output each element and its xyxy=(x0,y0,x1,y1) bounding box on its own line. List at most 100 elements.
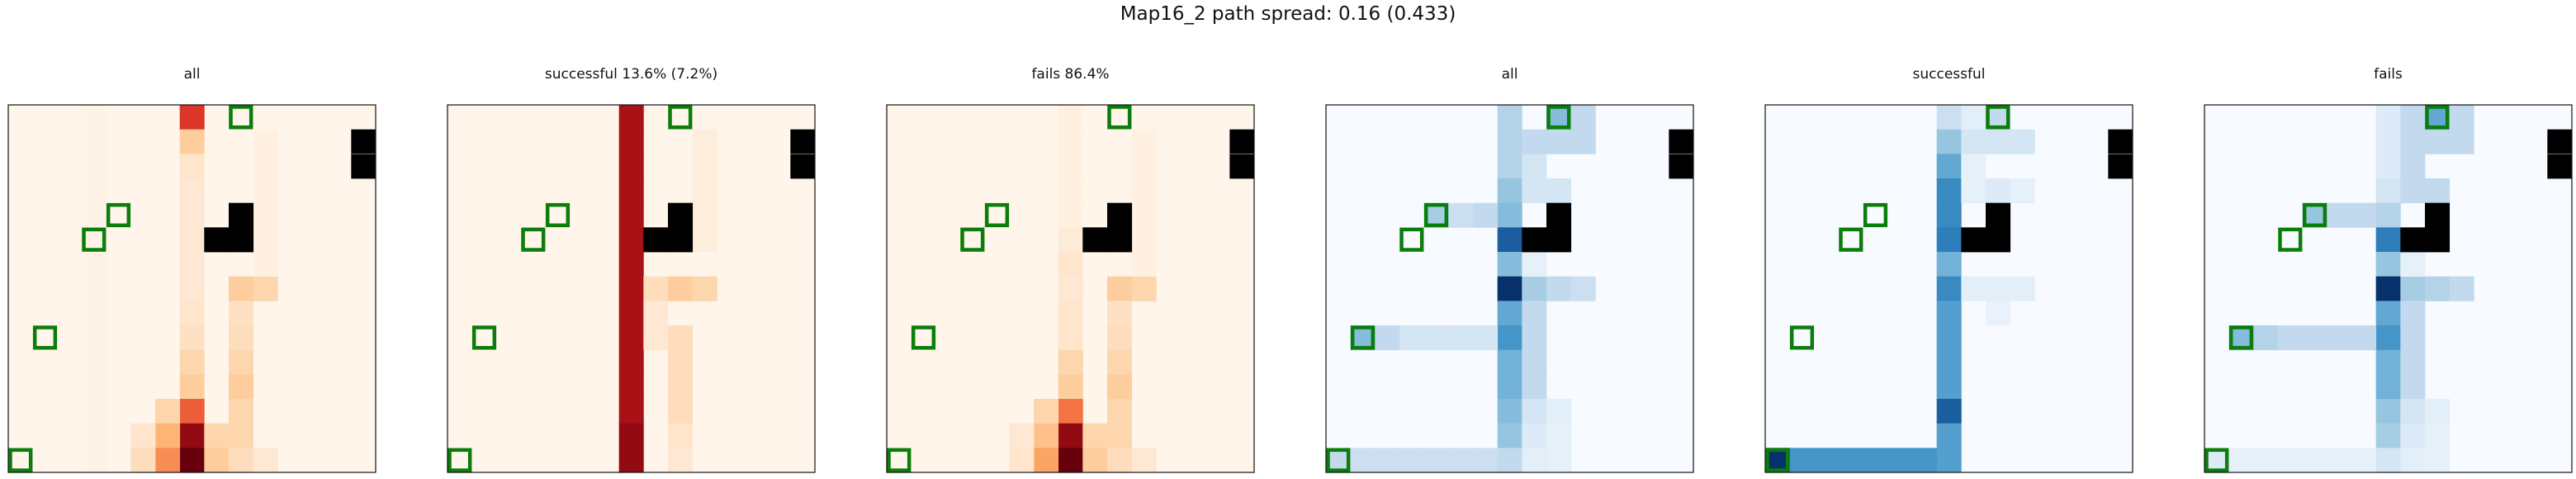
heat-cell xyxy=(1058,374,1083,400)
heat-cell xyxy=(1986,178,2011,204)
heat-cell xyxy=(1107,301,1133,326)
heat-cell xyxy=(1936,154,1962,179)
heat-cell xyxy=(179,399,205,424)
heat-cell xyxy=(1497,129,1522,154)
goal-marker xyxy=(1107,105,1132,130)
panel-1 xyxy=(7,104,376,473)
heat-cell xyxy=(2425,399,2451,424)
heat-cell xyxy=(1986,301,2011,326)
heat-cell xyxy=(1034,399,1059,424)
heat-cell xyxy=(692,202,717,228)
wall-cell xyxy=(1082,227,1108,253)
heat-cell xyxy=(1522,349,1547,375)
heat-cell xyxy=(82,399,107,424)
heat-cell xyxy=(1497,227,1522,253)
heat-cell xyxy=(253,227,278,253)
heat-cell xyxy=(618,252,644,277)
heat-cell xyxy=(1058,178,1083,204)
heat-cell xyxy=(1058,448,1083,473)
heat-cell xyxy=(1936,349,1962,375)
heat-cell xyxy=(179,227,205,253)
heat-cell xyxy=(1522,374,1547,400)
heat-cell xyxy=(130,423,156,448)
goal-marker xyxy=(545,202,571,228)
heat-cell xyxy=(1034,423,1059,448)
wall-cell xyxy=(2400,227,2426,253)
heat-cell xyxy=(1961,154,1986,179)
heat-cell xyxy=(668,448,694,473)
heat-cell xyxy=(2425,423,2451,448)
heat-cell xyxy=(2375,374,2401,400)
heat-cell xyxy=(253,448,278,473)
wall-cell xyxy=(1669,154,1694,179)
heat-cell xyxy=(618,325,644,351)
heat-cell xyxy=(253,178,278,204)
heat-cell xyxy=(1131,276,1157,301)
heat-cell xyxy=(204,423,230,448)
heat-cell xyxy=(1522,129,1547,154)
heat-cell xyxy=(2302,325,2327,351)
heat-cell xyxy=(82,178,107,204)
panel-2-title: successful 13.6% (7.2%) xyxy=(544,66,718,83)
panel-frame xyxy=(886,104,1255,473)
heat-cell xyxy=(2375,423,2401,448)
wall-cell xyxy=(1986,202,2011,228)
heat-cell xyxy=(1058,154,1083,179)
heat-cell xyxy=(2400,374,2426,400)
heat-cell xyxy=(692,276,717,301)
heat-cell xyxy=(1546,178,1572,204)
heat-cell xyxy=(2375,448,2401,473)
heat-cell xyxy=(1058,423,1083,448)
wall-cell xyxy=(2425,227,2451,253)
heat-cell xyxy=(668,423,694,448)
goal-marker xyxy=(2278,227,2303,252)
heat-cell xyxy=(253,129,278,154)
heat-cell xyxy=(1570,105,1596,130)
heat-cell xyxy=(1961,129,1986,154)
goal-marker xyxy=(471,325,497,350)
goal-marker xyxy=(1423,202,1449,228)
heat-cell xyxy=(2375,178,2401,204)
panel-frame xyxy=(1764,104,2133,473)
heat-cell xyxy=(2278,325,2304,351)
goal-marker xyxy=(1863,202,1888,228)
heat-cell xyxy=(2400,399,2426,424)
wall-cell xyxy=(2425,202,2451,228)
goal-marker xyxy=(1986,105,2010,130)
heat-cell xyxy=(1522,252,1547,277)
heat-cell xyxy=(1497,252,1522,277)
heat-cell xyxy=(618,154,644,179)
heat-cell xyxy=(82,154,107,179)
heat-cell xyxy=(1058,252,1083,277)
heat-cell xyxy=(1936,325,1962,351)
panel-frame xyxy=(1325,104,1694,473)
heat-cell xyxy=(82,423,107,448)
heat-cell xyxy=(82,301,107,326)
heat-cell xyxy=(2375,252,2401,277)
heat-cell xyxy=(1497,301,1522,326)
heat-cell xyxy=(1497,178,1522,204)
goal-marker xyxy=(32,325,58,350)
heat-cell xyxy=(1375,325,1400,351)
heat-cell xyxy=(2351,448,2377,473)
goal-marker xyxy=(1546,105,1571,130)
heat-cell xyxy=(2449,129,2474,154)
heat-cell xyxy=(1522,154,1547,179)
heat-cell xyxy=(1131,129,1157,154)
heat-cell xyxy=(2375,129,2401,154)
wall-cell xyxy=(1546,202,1572,228)
wall-cell xyxy=(790,129,816,154)
heat-cell xyxy=(1350,448,1376,473)
heat-cell xyxy=(692,154,717,179)
heat-cell xyxy=(1131,252,1157,277)
wall-cell xyxy=(351,154,376,179)
wall-cell xyxy=(1522,227,1547,253)
heat-cell xyxy=(229,301,254,326)
heat-cell xyxy=(618,349,644,375)
heat-cell xyxy=(1058,349,1083,375)
goal-marker xyxy=(2228,325,2254,350)
goal-marker xyxy=(911,325,936,350)
heat-cell xyxy=(155,399,181,424)
heat-cell xyxy=(2375,301,2401,326)
heat-cell xyxy=(668,349,694,375)
